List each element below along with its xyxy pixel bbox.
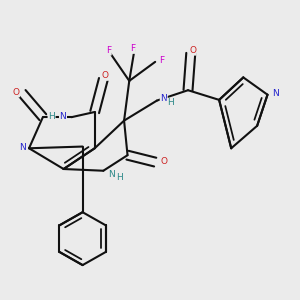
Text: N: N <box>19 143 26 152</box>
Text: N: N <box>272 89 278 98</box>
Text: N: N <box>160 94 167 103</box>
Text: N: N <box>109 170 115 179</box>
Text: F: F <box>130 44 135 53</box>
Text: H: H <box>167 98 174 107</box>
Text: N: N <box>60 112 66 121</box>
Text: O: O <box>189 46 196 55</box>
Text: H: H <box>48 112 55 121</box>
Text: O: O <box>160 157 167 166</box>
Text: O: O <box>102 71 109 80</box>
Text: H: H <box>116 173 123 182</box>
Text: O: O <box>12 88 20 97</box>
Text: F: F <box>159 56 164 65</box>
Text: F: F <box>106 46 111 55</box>
